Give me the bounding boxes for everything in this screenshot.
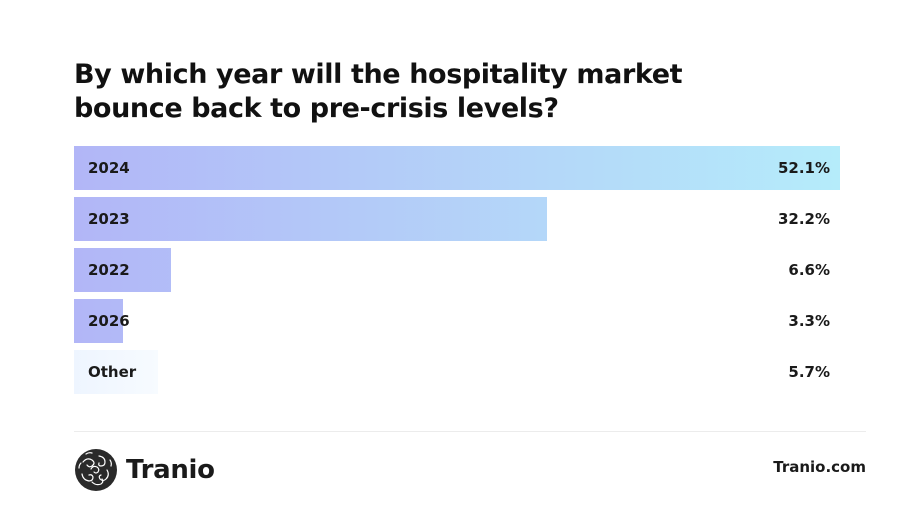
category-label: 2024 <box>88 159 130 177</box>
category-label: 2022 <box>88 261 130 279</box>
bar <box>74 299 123 343</box>
value-label: 5.7% <box>788 363 830 381</box>
brand-name: Tranio <box>126 455 215 485</box>
bar <box>74 248 172 292</box>
bar <box>74 197 548 241</box>
bar-row-2022: 2022 6.6% <box>74 248 840 292</box>
bar <box>74 146 840 190</box>
website-link[interactable]: Tranio.com <box>773 458 866 476</box>
bar-row-2024: 2024 52.1% <box>74 146 840 190</box>
category-label: 2023 <box>88 210 130 228</box>
bar-row-other: Other 5.7% <box>74 350 840 394</box>
chart-title: By which year will the hospitality marke… <box>74 59 683 124</box>
value-label: 3.3% <box>788 312 830 330</box>
value-label: 32.2% <box>777 210 830 228</box>
bar-row-2023: 2023 32.2% <box>74 197 840 241</box>
footer-divider <box>74 431 866 432</box>
category-label: Other <box>88 363 137 381</box>
tranio-swirl-logo-icon <box>75 449 117 491</box>
bar <box>74 350 158 394</box>
value-label: 52.1% <box>777 159 830 177</box>
brand-logo: Tranio <box>74 446 215 494</box>
bar-row-2026: 2026 3.3% <box>74 299 840 343</box>
bar-chart: 2024 52.1% 2023 32.2% 2022 6.6% 2026 3.3% Other 5… <box>74 146 840 396</box>
value-label: 6.6% <box>788 261 830 279</box>
category-label: 2026 <box>88 312 130 330</box>
